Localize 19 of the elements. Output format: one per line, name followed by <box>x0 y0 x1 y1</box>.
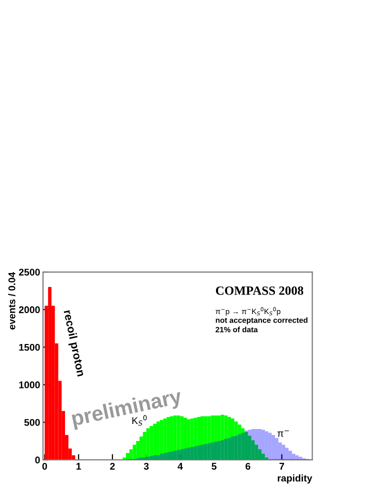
y-axis-title: events / 0.04 <box>8 272 16 330</box>
y-tick-label: 2500 <box>18 268 40 276</box>
x-tick-label: 6 <box>246 462 250 470</box>
text: recoil proton <box>62 310 86 377</box>
annotation: COMPASS 2008 <box>216 286 304 295</box>
y-tick-label: 1500 <box>19 344 40 351</box>
x-axis-title: rapidity <box>278 474 312 484</box>
x-tick-label: 0 <box>42 462 48 470</box>
series-label: π$^{−}$ <box>277 430 289 437</box>
x-tick-label: 4 <box>178 462 183 470</box>
x-tick-label: 1 <box>76 462 82 470</box>
x-tick-label: 5 <box>212 462 216 470</box>
x-tick-label: 3 <box>144 462 149 470</box>
x-tick-label: 2 <box>110 462 115 470</box>
y-tick-label: 0 <box>35 456 40 464</box>
y-tick-label: 1000 <box>19 381 40 388</box>
y-tick-label: 2000 <box>18 306 40 314</box>
x-tick-label: 7 <box>280 462 284 470</box>
y-tick-label: 500 <box>24 418 40 426</box>
